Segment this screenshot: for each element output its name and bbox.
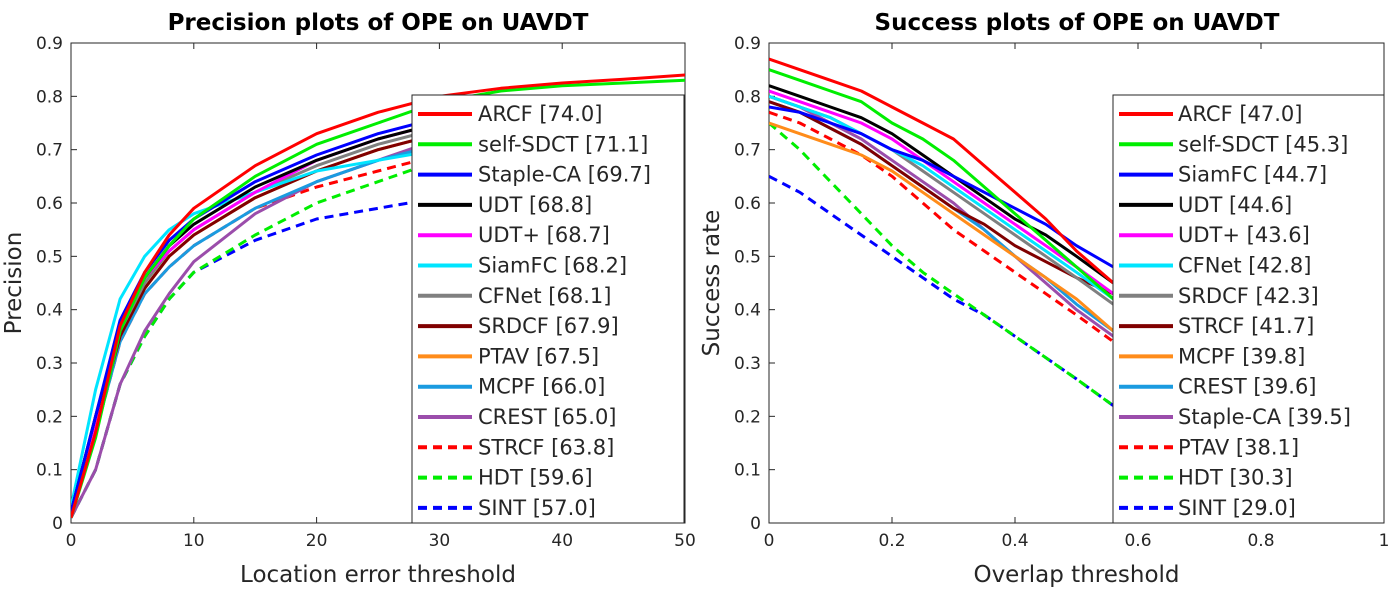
legend-label: MCPF [39.8]	[1178, 344, 1305, 368]
legend-label: UDT [44.6]	[1178, 193, 1292, 217]
legend-label: UDT [68.8]	[478, 193, 592, 217]
y-tick-label: 0.3	[36, 354, 63, 374]
x-tick-label: 50	[674, 531, 696, 551]
y-axis-label: Success rate	[699, 210, 725, 357]
y-tick-label: 0.1	[734, 461, 761, 481]
legend-label: STRCF [63.8]	[478, 435, 614, 459]
y-tick-label: 0.3	[734, 354, 761, 374]
legend-label: UDT+ [68.7]	[478, 223, 610, 247]
legend-label: self-SDCT [71.1]	[478, 132, 648, 156]
x-tick-label: 30	[429, 531, 451, 551]
y-tick-label: 0	[750, 514, 761, 534]
x-tick-label: 0	[764, 531, 775, 551]
series-line	[71, 78, 685, 519]
legend-label: STRCF [41.7]	[1178, 314, 1314, 338]
x-tick-label: 40	[551, 531, 573, 551]
x-tick-label: 0.4	[1001, 531, 1028, 551]
legend-label: PTAV [38.1]	[1178, 435, 1299, 459]
y-tick-label: 0	[52, 514, 63, 534]
series-line	[769, 100, 1114, 296]
series-line	[769, 89, 1115, 295]
series-line	[769, 94, 1115, 301]
series-line	[71, 73, 685, 519]
series-line	[769, 121, 1115, 407]
y-tick-label: 0.4	[36, 301, 63, 321]
y-tick-label: 0.8	[36, 87, 63, 107]
legend-label: ARCF [47.0]	[1178, 102, 1302, 126]
y-tick-label: 0.6	[734, 194, 761, 214]
chart-title: Precision plots of OPE on UAVDT	[168, 10, 589, 36]
series-line	[71, 116, 440, 513]
y-axis-label: Precision	[1, 232, 27, 335]
series-line	[769, 105, 1115, 269]
plot-1: Precision plots of OPE on UAVDT 0 10 20 30 40…	[1, 10, 696, 588]
legend: ARCF [74.0] self-SDCT [71.1] Staple-CA [69…	[411, 94, 685, 524]
legend-label: CFNet [42.8]	[1178, 254, 1311, 278]
y-tick-label: 0.9	[734, 34, 761, 54]
legend-box	[1112, 94, 1385, 524]
x-tick-label: 10	[183, 531, 205, 551]
legend-label: Staple-CA [39.5]	[1178, 405, 1351, 429]
legend-label: Staple-CA [69.7]	[478, 163, 651, 187]
legend-label: SiamFC [68.2]	[478, 254, 627, 278]
series-line	[769, 68, 1115, 301]
plot-2: Success plots of OPE on UAVDT 0 0.2 0.4 0.6 0…	[699, 10, 1389, 588]
series-line	[71, 153, 440, 513]
series-line	[769, 110, 1115, 343]
legend: ARCF [47.0] self-SDCT [45.3] SiamFC [44.7]…	[1112, 94, 1385, 524]
x-tick-label: 0.6	[1124, 531, 1151, 551]
y-tick-label: 0.7	[36, 141, 63, 161]
series-line	[769, 174, 1115, 407]
legend-label: SRDCF [42.3]	[1178, 284, 1319, 308]
legend-label: SRDCF [67.9]	[478, 314, 619, 338]
x-axis-label: Overlap threshold	[973, 562, 1179, 588]
chart-title: Success plots of OPE on UAVDT	[875, 10, 1280, 36]
legend-label: CREST [65.0]	[478, 405, 617, 429]
y-tick-label: 0.9	[36, 34, 63, 54]
legend-label: HDT [30.3]	[1178, 466, 1293, 490]
y-tick-label: 0.6	[36, 194, 63, 214]
x-tick-label: 0	[66, 531, 77, 551]
legend-label: HDT [59.6]	[478, 466, 593, 490]
legend-label: CFNet [68.1]	[478, 284, 611, 308]
series-group	[769, 57, 1115, 407]
y-tick-label: 0.7	[734, 141, 761, 161]
series-line	[769, 57, 1115, 285]
series-group	[71, 73, 685, 519]
legend-label: SINT [57.0]	[478, 496, 596, 520]
x-tick-label: 20	[306, 531, 328, 551]
x-axis-label: Location error threshold	[240, 562, 516, 588]
y-tick-label: 0.8	[734, 87, 761, 107]
legend-label: self-SDCT [45.3]	[1178, 132, 1348, 156]
x-tick-label: 0.2	[878, 531, 905, 551]
legend-label: ARCF [74.0]	[478, 102, 602, 126]
x-tick-label: 0.8	[1247, 531, 1274, 551]
legend-box	[411, 94, 685, 524]
y-tick-label: 0.2	[734, 407, 761, 427]
legend-label: SiamFC [44.7]	[1178, 163, 1327, 187]
series-line	[769, 84, 1115, 285]
legend-label: MCPF [66.0]	[478, 375, 605, 399]
y-tick-label: 0.2	[36, 407, 63, 427]
y-tick-label: 0.5	[36, 247, 63, 267]
legend-label: PTAV [67.5]	[478, 344, 599, 368]
legend-label: UDT+ [43.6]	[1178, 223, 1310, 247]
y-tick-label: 0.1	[36, 461, 63, 481]
y-tick-label: 0.4	[734, 301, 761, 321]
series-line	[769, 121, 1115, 333]
y-tick-label: 0.5	[734, 247, 761, 267]
legend-label: SINT [29.0]	[1178, 496, 1296, 520]
x-tick-label: 1	[1379, 531, 1390, 551]
legend-label: CREST [39.6]	[1178, 375, 1317, 399]
